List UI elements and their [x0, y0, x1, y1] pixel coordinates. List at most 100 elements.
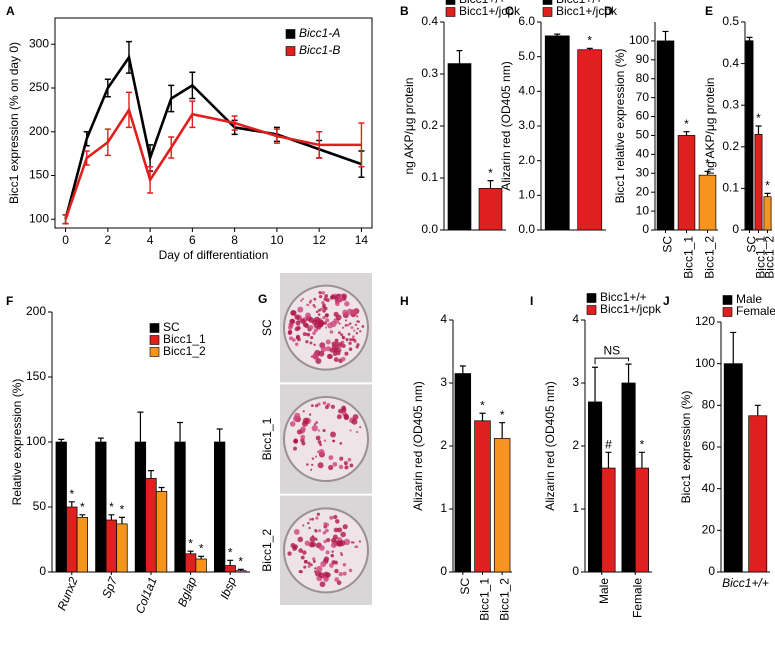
- stain-spot: [358, 540, 361, 543]
- stain-spot: [325, 318, 330, 323]
- legend-label: Bicc1+/+: [459, 0, 506, 6]
- stain-spot: [318, 529, 322, 533]
- stain-spot: [355, 332, 359, 335]
- stain-spot: [353, 340, 357, 344]
- stain-spot: [329, 563, 334, 568]
- stain-spot: [359, 330, 362, 333]
- bar: [634, 467, 649, 573]
- legend-swatch: [149, 347, 160, 357]
- stain-spot: [300, 555, 305, 560]
- error-bar: [148, 470, 154, 479]
- x-axis-label: Bicc1+/+: [722, 576, 769, 590]
- stain-spot: [317, 313, 321, 316]
- significance-mark: *: [756, 111, 761, 125]
- legend-swatch: [542, 0, 553, 5]
- x-tick-label: Bicc1_2: [703, 236, 717, 279]
- stain-spot: [308, 324, 314, 330]
- stain-spot: [317, 440, 322, 444]
- stain-spot: [334, 568, 339, 574]
- stain-spot: [342, 571, 347, 576]
- stain-spot: [340, 333, 344, 337]
- stain-spot: [319, 545, 325, 551]
- stain-spot: [301, 297, 304, 301]
- stain-spot: [317, 321, 324, 328]
- bar: [656, 40, 675, 231]
- stain-spot: [315, 421, 318, 424]
- stain-spot: [323, 439, 327, 442]
- stain-spot: [296, 325, 301, 331]
- stain-spot: [327, 322, 334, 329]
- legend-swatch: [285, 46, 296, 56]
- stain-spot: [334, 519, 340, 524]
- panel-label: F: [6, 294, 13, 308]
- y-tick-label: 40: [702, 481, 716, 495]
- stain-spot: [317, 402, 321, 406]
- stain-spot: [306, 332, 311, 337]
- bar: [174, 441, 186, 573]
- bar: [748, 415, 768, 573]
- x-tick-label: SC: [661, 236, 675, 253]
- bar: [447, 63, 472, 231]
- y-tick-label: 0: [39, 564, 46, 578]
- error-bar: [198, 555, 205, 559]
- stain-spot: [356, 315, 359, 318]
- y-tick-label: 0: [572, 564, 579, 578]
- y-axis-label: Bicc1 relative expression (%): [613, 49, 627, 204]
- x-tick-label: 0: [62, 233, 69, 247]
- x-tick-label: 8: [231, 233, 238, 247]
- stain-spot: [344, 324, 348, 327]
- stain-spot: [337, 527, 343, 533]
- bar: [195, 558, 207, 573]
- stain-spot: [321, 291, 325, 295]
- stain-spot: [307, 564, 311, 568]
- image-label: Bicc1_2: [260, 529, 274, 572]
- y-tick-label: 150: [29, 168, 49, 182]
- y-axis-label: Bicc1 expression (% on day 0): [7, 42, 21, 204]
- bar: [214, 441, 226, 573]
- error-bar: [147, 166, 154, 194]
- bar: [698, 174, 717, 231]
- stain-spot: [356, 320, 359, 323]
- y-tick-label: 60: [636, 109, 650, 123]
- error-bar: [479, 412, 486, 421]
- bar: [55, 441, 67, 573]
- bar: [224, 565, 236, 573]
- stain-spot: [302, 410, 305, 413]
- stain-spot: [309, 341, 313, 345]
- y-tick-label: 0.4: [722, 56, 739, 70]
- bar: [145, 478, 157, 573]
- stain-spot: [294, 342, 299, 346]
- y-tick-label: 60: [702, 439, 716, 453]
- stain-spot: [356, 343, 360, 347]
- stain-spot: [303, 560, 308, 564]
- error-bar: [625, 363, 632, 383]
- stain-spot: [322, 315, 326, 320]
- y-tick-label: 50: [33, 499, 47, 513]
- stain-spot: [325, 522, 329, 527]
- stain-spot: [323, 321, 327, 325]
- stain-spot: [339, 456, 344, 461]
- stain-spot: [318, 350, 325, 357]
- legend-swatch: [149, 323, 160, 333]
- panel-label: G: [258, 292, 267, 306]
- stain-spot: [294, 314, 300, 320]
- stain-spot: [346, 323, 350, 327]
- bar: [478, 188, 503, 231]
- stain-spot: [297, 306, 304, 313]
- stain-spot: [304, 312, 311, 319]
- stain-spot: [355, 545, 359, 548]
- y-tick-label: 0: [440, 564, 447, 578]
- y-tick-label: 0.5: [722, 14, 739, 28]
- bar: [134, 441, 147, 573]
- stain-spot: [330, 431, 336, 438]
- culture-dish: [283, 507, 369, 594]
- y-tick-label: 2: [572, 438, 579, 452]
- error-bar: [662, 30, 669, 41]
- error-bar: [104, 128, 111, 157]
- stain-spot: [307, 561, 311, 565]
- stain-spot: [310, 468, 313, 471]
- x-tick-label: 14: [355, 233, 369, 247]
- stain-spot: [349, 322, 352, 325]
- stain-spot: [312, 559, 316, 563]
- stain-spot: [287, 325, 293, 330]
